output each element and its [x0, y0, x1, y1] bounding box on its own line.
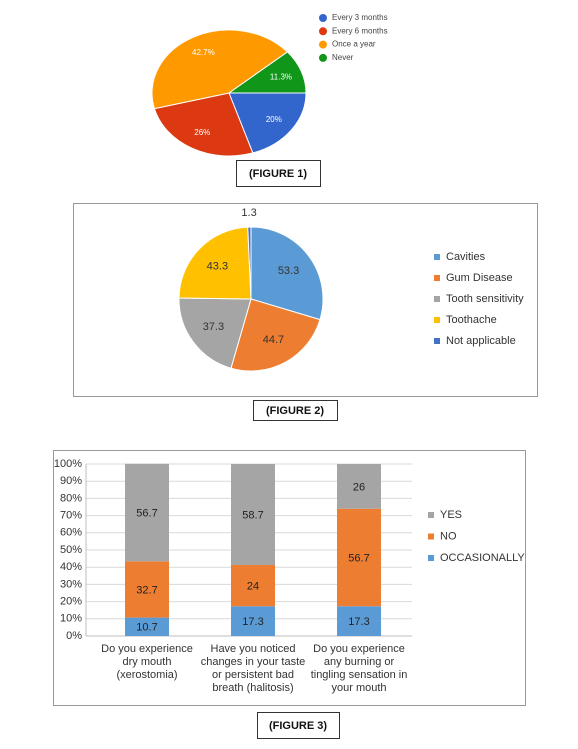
figure-2-frame — [73, 203, 538, 397]
caption-box — [257, 712, 340, 739]
legend-swatch — [434, 254, 440, 260]
y-tick-label: 100% — [54, 458, 82, 470]
legend-swatch — [428, 533, 434, 540]
legend-swatch — [434, 338, 440, 344]
pie-slice — [227, 51, 307, 94]
caption: (FIGURE 1) — [249, 168, 307, 180]
data-label: 58.7 — [242, 509, 263, 521]
bar-segment — [231, 564, 275, 607]
data-label: 10.7 — [136, 622, 157, 634]
legend-swatch — [434, 275, 440, 281]
y-tick-label: 20% — [60, 596, 82, 608]
figure-3-frame — [53, 450, 526, 706]
legend-label: Not applicable — [446, 335, 516, 347]
legend-label: Every 6 months — [332, 26, 388, 35]
x-tick-label: Do you experience dry mouth (xerostomia) — [101, 643, 193, 681]
data-label: 32.7 — [136, 584, 157, 596]
caption: (FIGURE 2) — [266, 405, 324, 417]
y-tick-label: 70% — [60, 510, 82, 522]
bar-segment — [125, 561, 169, 618]
x-tick-label-box: Have you noticed changes in your taste o… — [200, 643, 306, 694]
legend-label: Every 3 months — [332, 13, 388, 22]
bar-segment — [337, 606, 381, 636]
pie-slice — [228, 92, 307, 154]
data-label: 56.7 — [136, 507, 157, 519]
bar-segment — [125, 463, 169, 562]
bar-segment — [231, 464, 275, 565]
pie-slice — [151, 29, 289, 110]
data-label: 53.3 — [278, 265, 299, 277]
legend-swatch — [319, 14, 327, 22]
legend-swatch — [428, 555, 434, 561]
data-label: 17.3 — [348, 616, 369, 628]
legend-swatch — [428, 512, 434, 518]
data-label: 11.3% — [270, 72, 292, 81]
y-tick-label: 50% — [60, 544, 82, 556]
legend-label: OCCASIONALLY — [440, 552, 525, 564]
data-label: 17.3 — [242, 616, 263, 628]
x-tick-label: Have you noticed changes in your taste o… — [200, 643, 306, 694]
pie-slice — [178, 226, 252, 300]
legend-label: Tooth sensitivity — [446, 293, 524, 305]
caption-box — [236, 160, 321, 187]
x-tick-label-box: Do you experience dry mouth (xerostomia) — [101, 643, 193, 681]
x-tick-label-box: Do you experience any burning or tinglin… — [310, 643, 408, 694]
x-tick-label: Do you experience any burning or tinglin… — [310, 643, 408, 694]
pie-slice — [247, 226, 252, 300]
data-label: 1.3 — [241, 207, 256, 219]
pie-slice — [153, 92, 254, 157]
legend-label: NO — [440, 530, 457, 542]
data-label: 42.7% — [192, 48, 215, 57]
data-label: 56.7 — [348, 552, 369, 564]
legend-swatch — [319, 53, 327, 62]
legend-swatch — [319, 40, 327, 49]
legend-label: Gum Disease — [446, 272, 513, 284]
data-label: 20% — [266, 115, 282, 124]
data-label: 44.7 — [263, 334, 284, 346]
legend-label: Never — [332, 53, 354, 62]
y-tick-label: 10% — [60, 613, 82, 625]
data-label: 37.3 — [203, 321, 224, 333]
caption: (FIGURE 3) — [269, 720, 327, 732]
data-label: 24 — [247, 581, 259, 593]
y-tick-label: 60% — [60, 527, 82, 539]
y-tick-label: 90% — [60, 475, 82, 487]
legend-label: Cavities — [446, 251, 486, 263]
legend-swatch — [319, 27, 327, 36]
caption-box — [253, 400, 338, 421]
y-tick-label: 0% — [66, 630, 82, 642]
legend-label: Toothache — [446, 314, 497, 326]
bar-segment — [125, 617, 169, 636]
data-label: 26 — [353, 481, 365, 493]
bar-segment — [337, 508, 381, 607]
legend-label: YES — [440, 509, 462, 521]
pie-slice — [230, 298, 321, 372]
legend-label: Once a year — [332, 40, 376, 49]
y-tick-label: 80% — [60, 492, 82, 504]
data-label: 26% — [194, 128, 210, 137]
pie-slice — [250, 226, 324, 321]
legend-swatch — [434, 317, 440, 323]
pie-slice — [178, 297, 252, 369]
bar-segment — [231, 606, 275, 636]
y-tick-label: 30% — [60, 578, 82, 590]
y-tick-label: 40% — [60, 561, 82, 573]
legend-swatch — [434, 296, 440, 302]
data-label: 43.3 — [207, 260, 228, 272]
bar-segment — [337, 464, 381, 509]
